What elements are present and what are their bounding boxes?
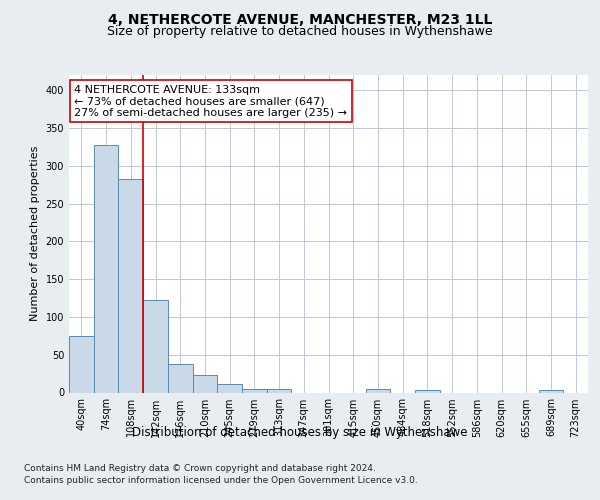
Text: Contains HM Land Registry data © Crown copyright and database right 2024.: Contains HM Land Registry data © Crown c… — [24, 464, 376, 473]
Text: Size of property relative to detached houses in Wythenshawe: Size of property relative to detached ho… — [107, 25, 493, 38]
Text: Contains public sector information licensed under the Open Government Licence v3: Contains public sector information licen… — [24, 476, 418, 485]
Text: Distribution of detached houses by size in Wythenshawe: Distribution of detached houses by size … — [132, 426, 468, 439]
Bar — [217, 384, 242, 392]
Bar — [118, 178, 143, 392]
Text: 4 NETHERCOTE AVENUE: 133sqm
← 73% of detached houses are smaller (647)
27% of se: 4 NETHERCOTE AVENUE: 133sqm ← 73% of det… — [74, 84, 347, 117]
Y-axis label: Number of detached properties: Number of detached properties — [30, 146, 40, 322]
Bar — [193, 375, 217, 392]
Bar — [242, 390, 267, 392]
Bar — [267, 390, 292, 392]
Bar — [365, 388, 390, 392]
Bar — [168, 364, 193, 392]
Bar — [69, 336, 94, 392]
Text: 4, NETHERCOTE AVENUE, MANCHESTER, M23 1LL: 4, NETHERCOTE AVENUE, MANCHESTER, M23 1L… — [108, 12, 492, 26]
Bar — [143, 300, 168, 392]
Bar — [415, 390, 440, 392]
Bar — [94, 144, 118, 392]
Bar — [539, 390, 563, 392]
